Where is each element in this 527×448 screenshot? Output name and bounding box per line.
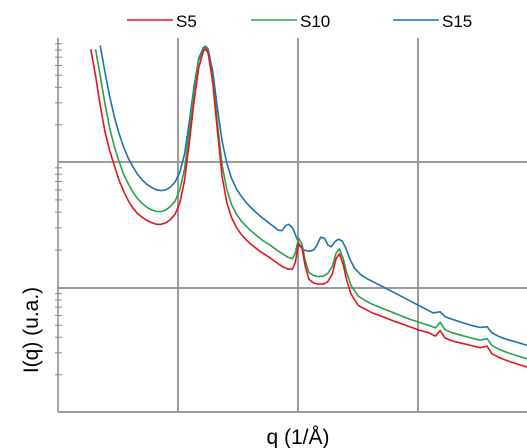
series-layer [90, 45, 527, 368]
plot-grid [58, 38, 527, 413]
legend-label-s15: S15 [442, 12, 472, 31]
legend-label-s5: S5 [176, 12, 197, 31]
series-line-s5 [90, 48, 527, 368]
legend-label-s10: S10 [300, 12, 330, 31]
chart-legend: S5 S10 S15 [127, 12, 472, 31]
series-line-s10 [94, 46, 527, 360]
y-axis-title: I(q) (u.a.) [20, 287, 43, 373]
y-axis [55, 38, 62, 412]
y-axis-ticks [55, 43, 62, 376]
x-axis-title: q (1/Å) [266, 426, 329, 448]
series-line-s15 [99, 45, 527, 347]
